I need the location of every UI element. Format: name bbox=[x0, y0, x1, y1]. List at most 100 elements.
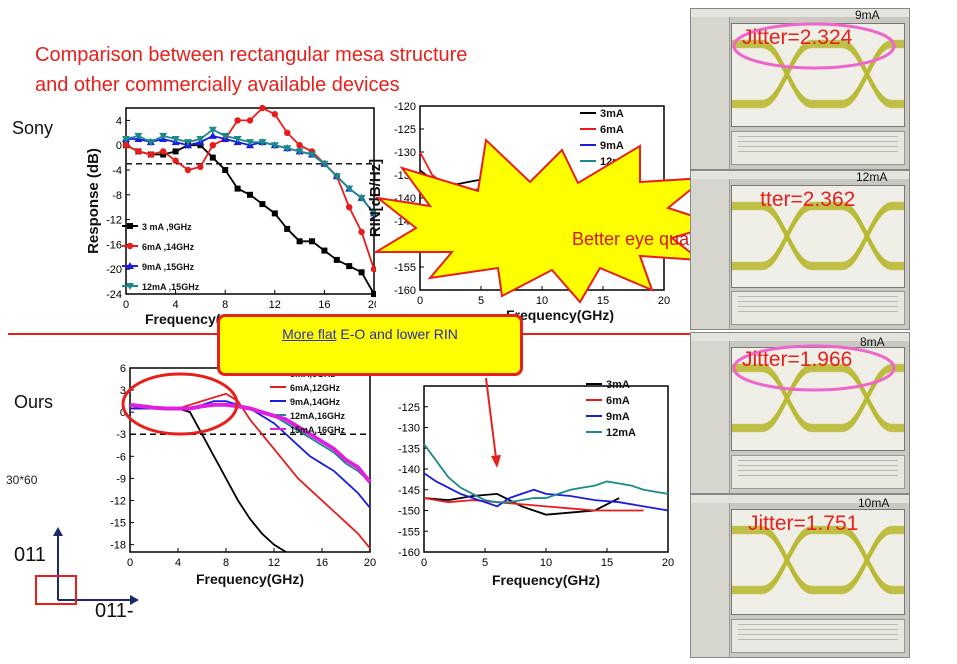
y-axis-label: RIN[dB/Hz] bbox=[367, 159, 384, 237]
data-point bbox=[221, 132, 230, 140]
slide-title: Comparison between rectangular mesa stru… bbox=[35, 40, 467, 100]
x-axis-label: Frequency(GHz) bbox=[196, 571, 304, 587]
legend-label: 6mA,12GHz bbox=[290, 383, 341, 393]
data-point bbox=[209, 154, 216, 161]
y-tick-label: -160 bbox=[394, 285, 416, 297]
data-point bbox=[172, 148, 179, 155]
y-tick-label: -16 bbox=[106, 239, 122, 251]
y-tick-label: -155 bbox=[398, 526, 420, 538]
legend-label: 6mA bbox=[600, 124, 624, 136]
data-point bbox=[345, 185, 354, 193]
x-tick-label: 10 bbox=[540, 557, 552, 569]
data-point bbox=[196, 136, 205, 143]
x-tick-label: 16 bbox=[316, 557, 328, 569]
y-tick-label: -12 bbox=[106, 215, 122, 227]
x-tick-label: 20 bbox=[364, 557, 376, 569]
x-tick-label: 20 bbox=[658, 295, 670, 307]
star-text: Better eye quality bbox=[572, 229, 712, 249]
data-point bbox=[371, 291, 376, 297]
scope-1-current: 9mA bbox=[855, 8, 880, 22]
y-tick-label: -18 bbox=[110, 540, 126, 552]
x-tick-label: 12 bbox=[269, 299, 281, 311]
x-tick-label: 20 bbox=[368, 299, 376, 311]
data-point bbox=[246, 139, 254, 147]
data-point bbox=[184, 166, 192, 174]
callout-box: More flat E-O and lower RIN bbox=[217, 314, 523, 376]
data-point bbox=[222, 167, 229, 173]
legend-label: 9mA bbox=[600, 140, 624, 152]
x-tick-label: 15 bbox=[601, 557, 613, 569]
data-point bbox=[234, 117, 241, 124]
series-line-6ma bbox=[423, 497, 644, 512]
data-point bbox=[147, 151, 154, 158]
size-note: 30*60 bbox=[6, 473, 38, 487]
y-tick-label: -130 bbox=[398, 423, 420, 435]
data-point bbox=[127, 223, 133, 229]
title-line-1: Comparison between rectangular mesa stru… bbox=[35, 44, 468, 66]
eye-trace bbox=[732, 209, 904, 271]
x-tick-label: 0 bbox=[417, 295, 423, 307]
data-point bbox=[122, 136, 130, 143]
data-point bbox=[370, 210, 376, 218]
starburst-shape bbox=[372, 137, 722, 304]
y-tick-label: -130 bbox=[394, 147, 416, 159]
data-point bbox=[332, 173, 341, 181]
x-tick-label: 5 bbox=[478, 295, 484, 307]
eye-trace bbox=[732, 209, 904, 271]
plot-frame bbox=[129, 367, 371, 553]
data-point bbox=[271, 210, 278, 217]
y-tick-label: -150 bbox=[398, 506, 420, 518]
data-point bbox=[122, 142, 130, 149]
y-tick-label: -125 bbox=[398, 402, 420, 414]
series-line-9ma bbox=[423, 472, 669, 512]
y-tick-label: -9 bbox=[116, 473, 126, 485]
legend-label: 9mA bbox=[606, 411, 630, 423]
scope-2-jitter: Jitter=2.362 bbox=[745, 188, 856, 211]
data-point bbox=[126, 242, 134, 250]
scope-1-jitter: Jitter=2.324 bbox=[742, 26, 853, 49]
ours-response-chart: 048121620630-3-6-9-12-15-183mA,6GHz6mA,1… bbox=[110, 363, 376, 587]
data-point bbox=[284, 129, 291, 136]
legend-label: 9mA,14GHz bbox=[290, 397, 341, 407]
x-tick-label: 16 bbox=[318, 299, 330, 311]
scope-3-current: 8mA bbox=[860, 335, 885, 349]
y-tick-label: -160 bbox=[398, 547, 420, 559]
data-point bbox=[197, 142, 204, 149]
data-point bbox=[295, 148, 304, 156]
x-axis-label: Frequency(GHz) bbox=[506, 307, 614, 323]
x-tick-label: 0 bbox=[421, 557, 427, 569]
legend-label: 3mA bbox=[606, 380, 630, 391]
data-point bbox=[126, 262, 134, 269]
x-tick-label: 5 bbox=[482, 557, 488, 569]
y-tick-label: -135 bbox=[398, 443, 420, 455]
callout-underlined: More flat bbox=[282, 326, 337, 342]
data-point bbox=[146, 139, 155, 147]
eye-diagram bbox=[732, 201, 904, 271]
data-point bbox=[271, 111, 278, 118]
data-point bbox=[309, 238, 315, 245]
data-point bbox=[258, 139, 267, 147]
plot-frame bbox=[125, 107, 375, 295]
data-point bbox=[296, 238, 303, 245]
callout-arrow bbox=[485, 377, 497, 459]
data-point bbox=[346, 204, 353, 211]
ours-rin-chart: 0 5 10 15 20 -125 -130 -135 -140 -145 -150 -155 -160… bbox=[398, 380, 674, 588]
x-tick-label: 10 bbox=[536, 295, 548, 307]
y-tick-label: -3 bbox=[116, 429, 126, 441]
data-point bbox=[171, 136, 180, 143]
x-tick-label: 0 bbox=[127, 557, 133, 569]
sony-response-chart: 0 4 8 12 16 20 4 0 -4 -8 -12 -16 -20 -24 3 mA ,9GHz 6mA… bbox=[85, 104, 376, 327]
callout-text: More flat E-O and lower RIN bbox=[220, 326, 520, 342]
callout-rest: E-O and lower RIN bbox=[336, 326, 458, 342]
series-line-12ma bbox=[423, 443, 669, 504]
x-tick-label: 4 bbox=[173, 299, 179, 311]
legend-label: 3mA bbox=[600, 108, 624, 120]
scope-panel-2 bbox=[690, 170, 910, 330]
data-point bbox=[308, 151, 316, 159]
mesa-rectangle bbox=[35, 575, 77, 605]
data-point bbox=[209, 142, 216, 149]
title-line-2: and other commercially available devices bbox=[35, 74, 400, 96]
eye-trace bbox=[732, 533, 904, 595]
axis-label-vertical: 011 bbox=[14, 544, 46, 566]
data-point bbox=[320, 160, 329, 168]
